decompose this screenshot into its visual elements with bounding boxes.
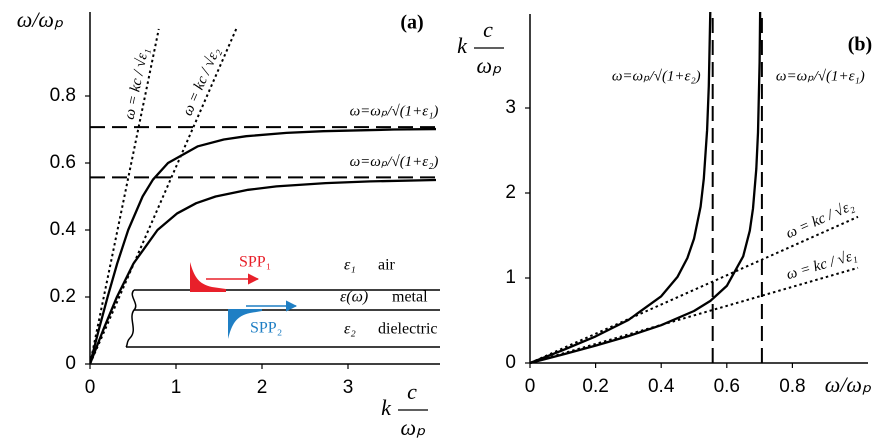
inset-label: ε₁ xyxy=(344,257,356,274)
light-line-label: ω = kc / √ε₂ xyxy=(784,198,857,242)
axis-label: k xyxy=(457,33,468,58)
asymptote-label: ω=ωₚ/√(1+ε₂) xyxy=(350,154,439,170)
light-line xyxy=(530,215,859,364)
dispersion-curve xyxy=(530,12,712,365)
panel-label: (a) xyxy=(400,12,423,34)
x-tick-label: 0.8 xyxy=(779,376,805,397)
y-tick-label: 0 xyxy=(505,352,516,373)
x-tick-label: 0.6 xyxy=(714,376,740,397)
dispersion-curve xyxy=(90,178,436,365)
x-tick-label: 0.4 xyxy=(648,376,675,397)
axis-label: c xyxy=(483,17,493,42)
asymptote-label: ω=ωₚ/√(1+ε₁) xyxy=(776,68,865,84)
x-tick-label: 0 xyxy=(525,376,536,397)
dispersion-curve xyxy=(530,12,762,365)
y-tick-label: 0.4 xyxy=(50,219,77,240)
inset-label: SPP₁ xyxy=(239,254,271,271)
inset-label: air xyxy=(378,257,396,274)
y-tick-label: 2 xyxy=(505,182,516,203)
light-line xyxy=(90,28,160,365)
x-tick-label: 0 xyxy=(85,377,96,398)
y-tick-label: 0 xyxy=(65,353,76,374)
x-tick-label: 3 xyxy=(343,377,354,398)
axis-label: c xyxy=(407,379,417,404)
inset-label: SPP₂ xyxy=(250,320,282,337)
axis-label: ωₚ xyxy=(401,415,427,440)
asymptote-label: ω=ωₚ/√(1+ε₁) xyxy=(350,104,439,120)
layer-edge xyxy=(125,289,137,348)
dispersion-curve xyxy=(90,127,436,365)
panel-label: (b) xyxy=(848,34,872,56)
spp-wave xyxy=(190,262,226,292)
spp-wave xyxy=(228,309,262,339)
y-axis-label: ω/ωₚ xyxy=(17,7,64,32)
light-line-label: ω = kc / √ε₂ xyxy=(180,45,224,118)
light-line xyxy=(90,28,238,365)
x-tick-label: 2 xyxy=(257,377,268,398)
x-tick-label: 1 xyxy=(171,377,182,398)
inset-label: ε(ω) xyxy=(340,289,368,306)
axis-label: k xyxy=(381,395,392,420)
inset-label: ε₂ xyxy=(344,321,356,338)
asymptote-label: ω=ωₚ/√(1+ε₂) xyxy=(612,68,701,84)
light-line xyxy=(530,266,859,364)
y-tick-label: 0.6 xyxy=(50,152,76,173)
x-tick-label: 0.2 xyxy=(582,376,608,397)
inset-label: dielectric xyxy=(378,321,438,338)
inset-label: metal xyxy=(392,289,428,306)
y-tick-label: 3 xyxy=(505,97,516,118)
plot-area xyxy=(90,28,436,365)
y-tick-label: 0.8 xyxy=(50,85,76,106)
y-tick-label: 1 xyxy=(505,267,516,288)
x-axis-label: ω/ωₚ xyxy=(825,372,872,397)
plot-area xyxy=(530,12,859,365)
y-tick-label: 0.2 xyxy=(50,286,76,307)
axis-label: ωₚ xyxy=(477,53,503,78)
